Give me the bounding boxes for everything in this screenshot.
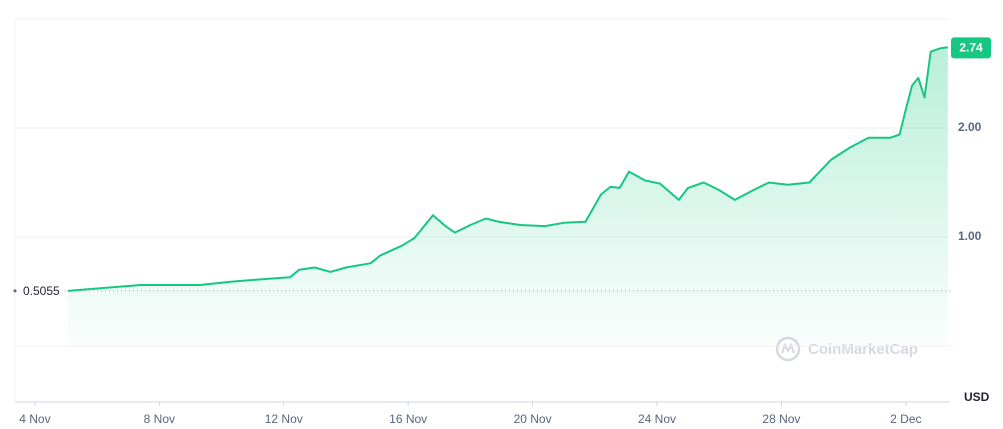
start-price-label: 0.5055	[23, 284, 60, 298]
current-price-label: 2.74	[959, 41, 983, 55]
x-tick-label: 28 Nov	[762, 412, 800, 426]
current-price-tag	[951, 37, 991, 59]
x-tick-label: 20 Nov	[514, 412, 552, 426]
x-tick-label: 2 Dec	[890, 412, 921, 426]
x-tick-label: 12 Nov	[265, 412, 303, 426]
currency-label: USD	[964, 390, 990, 404]
y-tick-label: 2.00	[958, 120, 982, 134]
y-tick-label: 1.00	[958, 229, 982, 243]
price-line	[67, 46, 948, 292]
start-price-dot	[13, 289, 17, 293]
x-tick-label: 24 Nov	[638, 412, 676, 426]
x-tick-label: 4 Nov	[19, 412, 50, 426]
price-area	[67, 47, 948, 347]
x-tick-label: 16 Nov	[389, 412, 427, 426]
x-tick-label: 8 Nov	[144, 412, 175, 426]
